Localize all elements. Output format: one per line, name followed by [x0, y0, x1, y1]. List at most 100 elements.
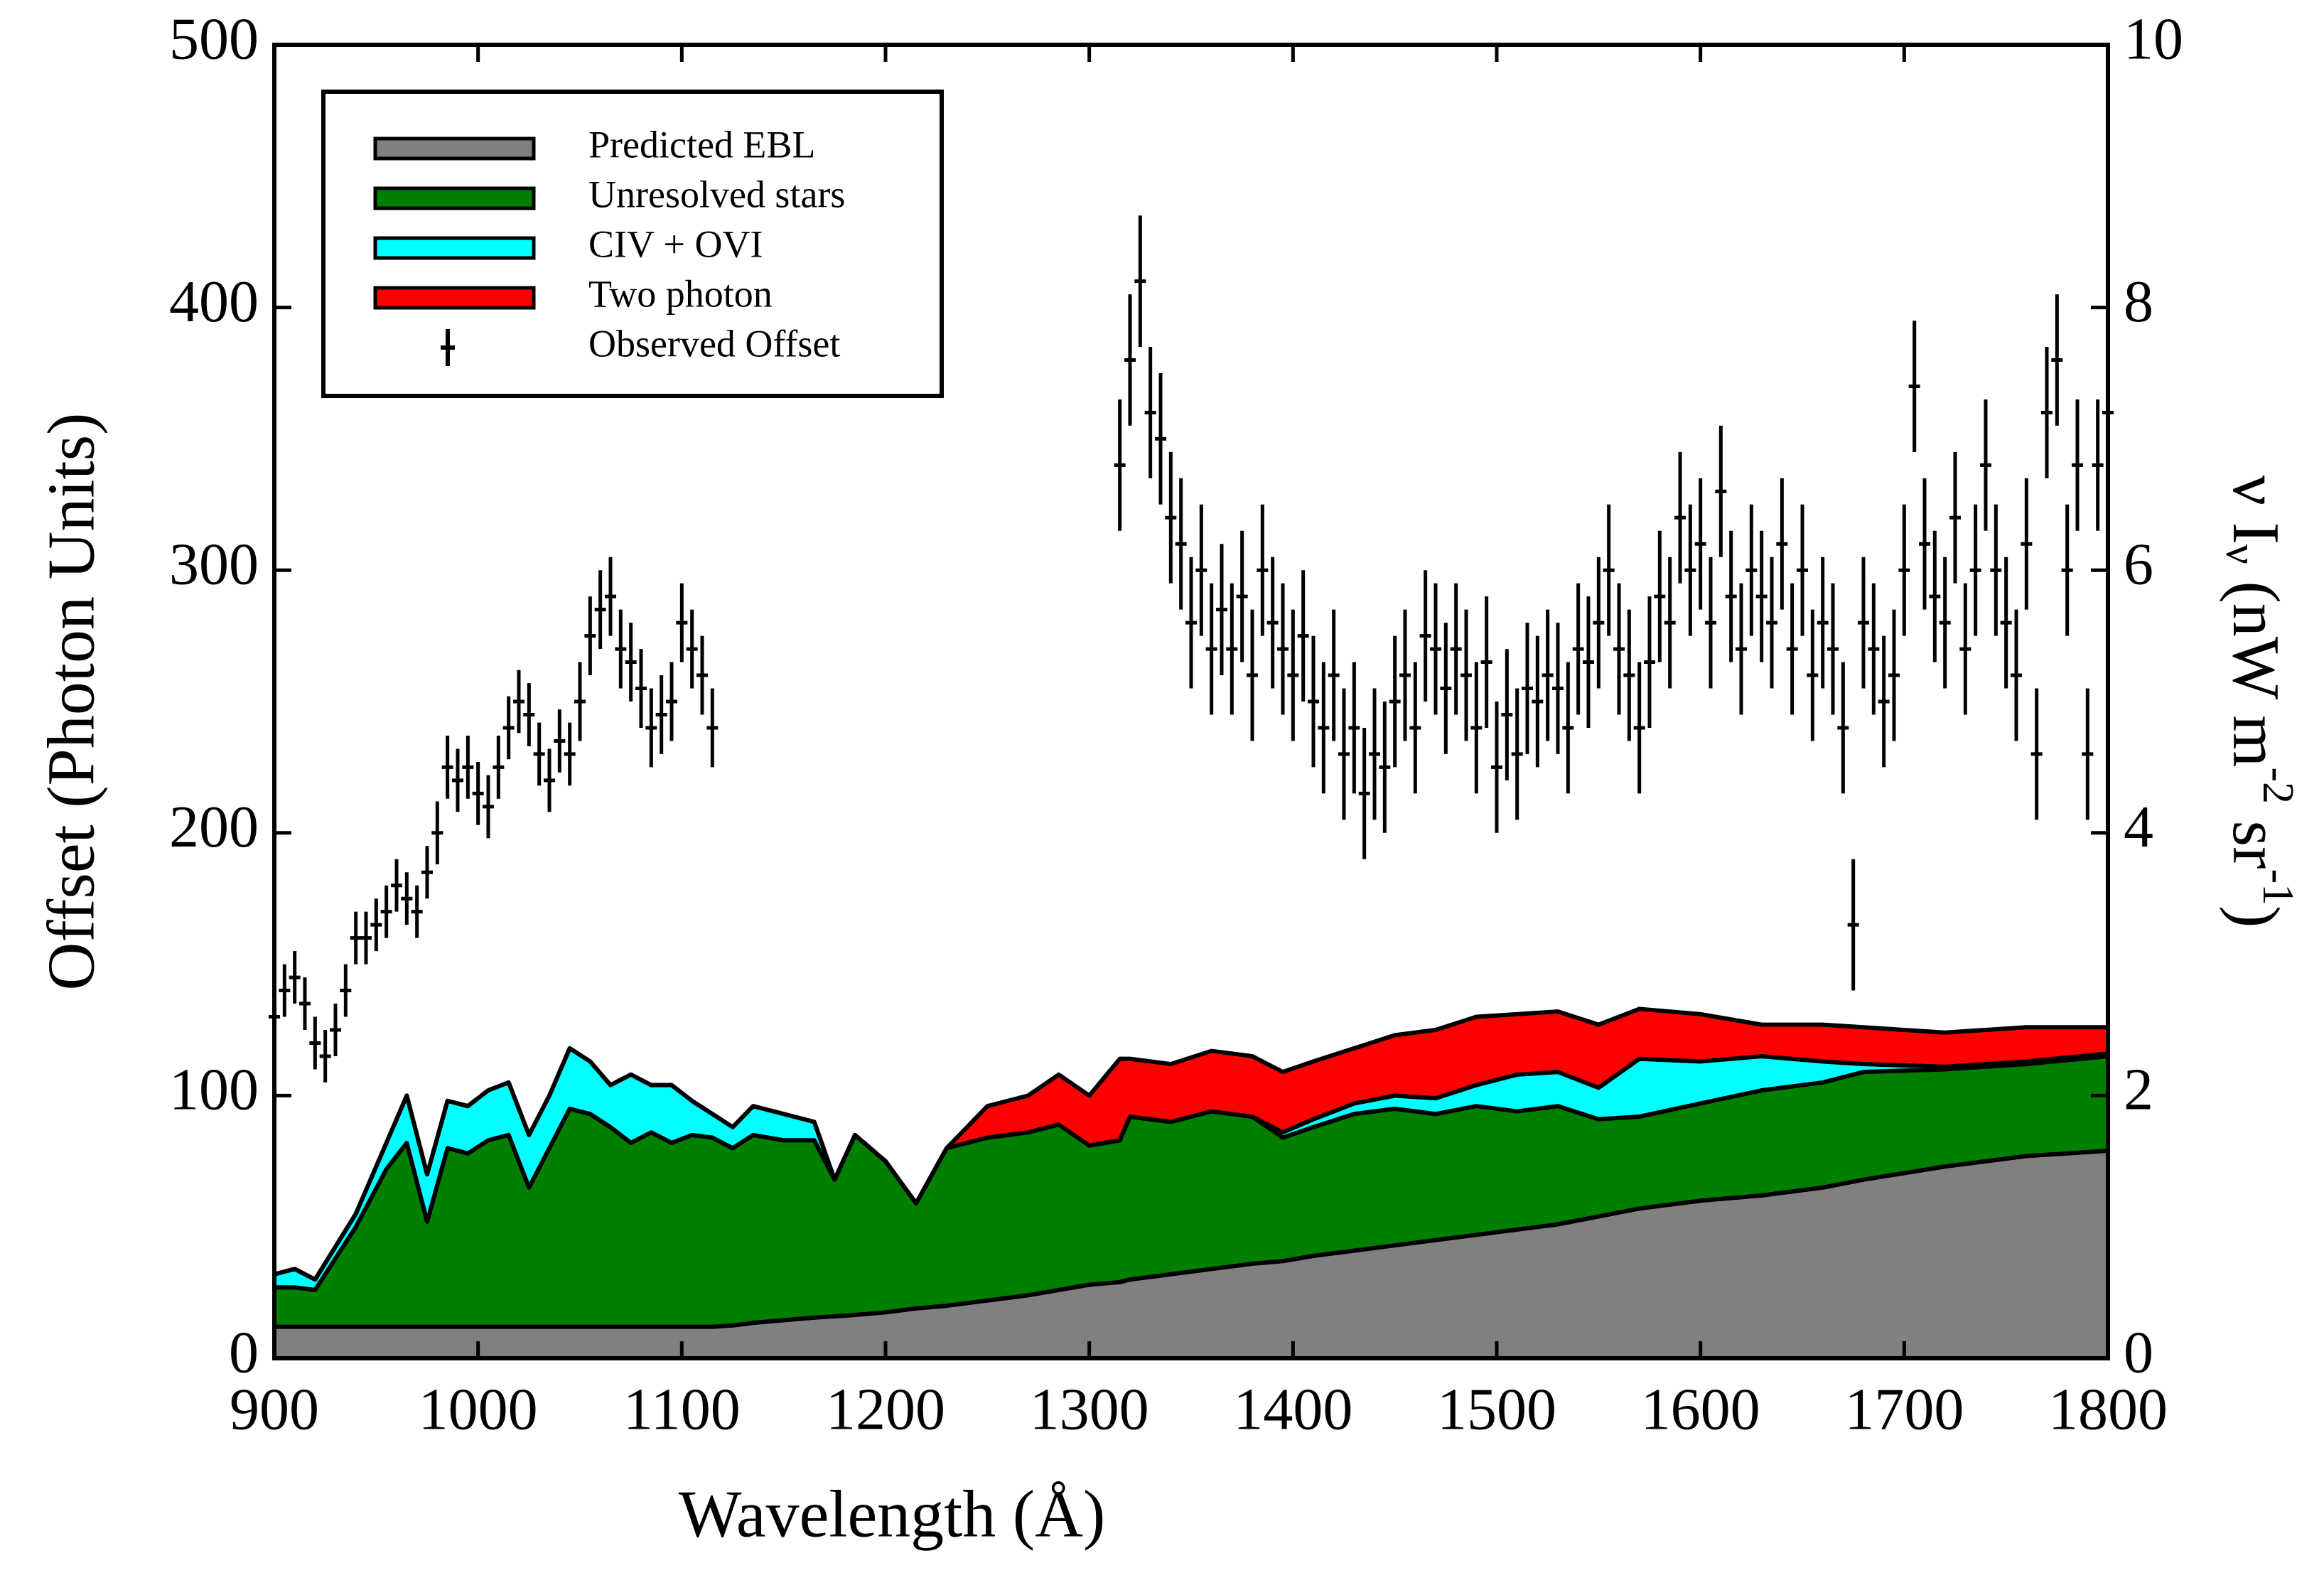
error-bar [2030, 688, 2043, 820]
error-bar [360, 911, 372, 965]
error-bar [1236, 530, 1248, 662]
error-bar [431, 801, 443, 865]
error-bar [1419, 570, 1431, 702]
x-tick-label: 1700 [1844, 1376, 1964, 1442]
error-bar [584, 596, 596, 676]
error-bar [1633, 662, 1645, 794]
error-bar [1195, 504, 1207, 636]
error-bar [533, 722, 545, 786]
error-bar [330, 1004, 341, 1056]
error-bar [2092, 399, 2104, 531]
error-bar [1644, 596, 1655, 728]
error-bar [1766, 557, 1777, 689]
error-bar [1990, 504, 2002, 636]
error-bar [1175, 478, 1187, 610]
legend-label: Unresolved stars [588, 173, 845, 215]
error-bar [1797, 504, 1808, 636]
x-tick-label: 1100 [623, 1376, 741, 1442]
error-bar [1389, 635, 1401, 768]
error-bar [1705, 557, 1716, 689]
legend-swatch [373, 136, 536, 161]
error-bar [1980, 399, 1991, 531]
error-bar [1613, 583, 1625, 715]
legend-label: Observed Offset [588, 322, 840, 365]
legend-swatch [373, 286, 536, 310]
error-bar [1409, 662, 1421, 794]
error-bar [391, 859, 402, 912]
error-bar [1460, 609, 1472, 741]
error-bar [1328, 609, 1340, 741]
error-bar [1277, 583, 1289, 715]
error-bar [502, 696, 515, 760]
y2-label-part: ) [2219, 906, 2293, 928]
legend: Predicted EBL Unresolved stars CIV + OVI Tw… [321, 90, 944, 398]
error-bar [1898, 504, 1910, 636]
error-bar [655, 675, 667, 754]
error-bar [544, 748, 555, 812]
error-bar [1736, 583, 1747, 715]
error-bar [1929, 530, 1941, 662]
y-tick-label: 300 [169, 531, 259, 597]
error-bar [1522, 623, 1533, 754]
error-bar [564, 722, 576, 786]
error-bar [1878, 635, 1890, 768]
error-bar [1664, 557, 1676, 689]
error-bar [401, 872, 413, 925]
x-axis-label: Wavelength (Å) [679, 1478, 1106, 1552]
error-bar [574, 662, 586, 741]
error-bar [1868, 583, 1880, 715]
error-bar [1807, 609, 1819, 741]
error-bar [1623, 609, 1635, 741]
y-tick-label: 100 [169, 1057, 259, 1123]
legend-label: Predicted EBL [588, 123, 815, 166]
error-bar [513, 670, 524, 734]
error-bar [1480, 596, 1492, 728]
error-bar [483, 775, 494, 839]
error-bar [1847, 859, 1859, 991]
error-bar [1552, 623, 1564, 754]
error-bar [1318, 662, 1330, 794]
y2-tick-label: 4 [2124, 794, 2153, 860]
error-bar [1532, 635, 1544, 768]
error-bar [1949, 451, 1961, 584]
error-bar [1216, 544, 1227, 676]
points [269, 215, 2114, 1083]
y-tick-label: 500 [169, 6, 259, 72]
error-bar [1369, 688, 1380, 820]
error-bar [1348, 662, 1360, 794]
error-bar [1124, 294, 1136, 426]
error-bar [493, 736, 505, 799]
error-bar [289, 951, 301, 1004]
error-bar [1858, 557, 1869, 689]
error-bar [594, 570, 606, 650]
error-bar [299, 977, 311, 1030]
y-tick-label: 400 [169, 269, 259, 335]
error-bar [2051, 294, 2063, 426]
error-bar [1817, 557, 1829, 689]
x-tick-label: 1200 [826, 1376, 945, 1442]
error-bar [1399, 609, 1411, 741]
error-bar [1470, 662, 1483, 794]
legend-swatch [441, 329, 455, 366]
legend-label: Two photon [588, 272, 773, 315]
error-bar [1684, 504, 1696, 636]
error-bar [1786, 583, 1798, 715]
x-tick-label: 1000 [419, 1376, 538, 1442]
error-bar [1257, 504, 1269, 636]
y-tick-label: 0 [229, 1319, 259, 1385]
error-bar [2041, 347, 2053, 478]
error-bar [340, 964, 352, 1017]
y2-label-part: ν [2217, 544, 2265, 564]
error-bar [1603, 504, 1615, 636]
error-bar [1266, 557, 1279, 689]
error-bar [1205, 583, 1217, 715]
error-bar [1542, 609, 1554, 741]
error-bar [1776, 478, 1788, 610]
error-bar [1165, 451, 1177, 584]
error-bar [421, 846, 433, 899]
error-bar [523, 683, 535, 746]
y2-tick-label: 10 [2124, 6, 2183, 72]
error-bar [1430, 583, 1441, 715]
error-bar [472, 762, 484, 825]
